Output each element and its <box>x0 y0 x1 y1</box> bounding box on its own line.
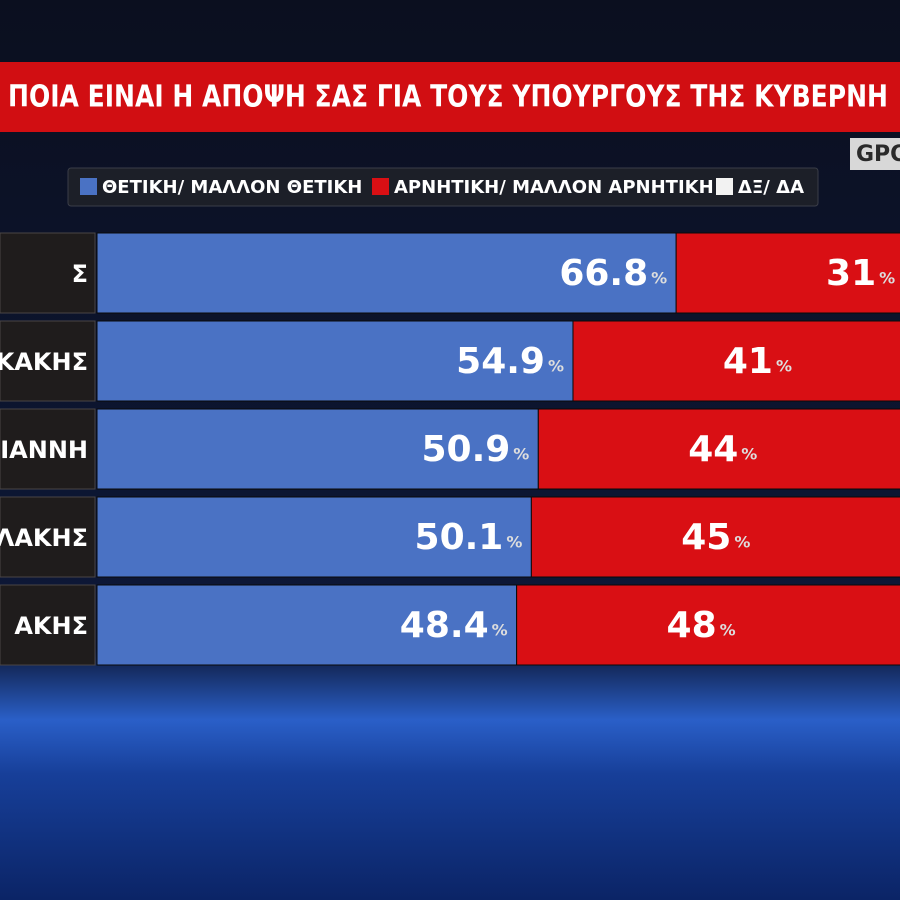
value-label: 50.9 <box>421 429 510 470</box>
legend-swatch <box>80 178 97 195</box>
value-label: 31 <box>826 253 876 294</box>
bar-segment <box>530 496 900 578</box>
legend-swatch <box>716 178 733 195</box>
category-box <box>0 408 96 490</box>
bar-segment <box>96 320 574 402</box>
category-label: Σ <box>72 260 88 288</box>
legend-swatch <box>372 178 389 195</box>
value-label: 50.1 <box>415 517 504 558</box>
legend-label: ΔΞ/ ΔΑ <box>738 177 804 198</box>
value-label: 41 <box>723 341 773 382</box>
value-unit: % <box>513 445 529 464</box>
category-box <box>0 584 96 666</box>
value-unit: % <box>734 533 750 552</box>
legend-box <box>67 167 819 207</box>
bar-segment <box>572 320 900 402</box>
value-unit: % <box>741 445 757 464</box>
value-label: 48.4 <box>400 605 489 646</box>
category-label: ΑΚΗΣ <box>14 612 88 640</box>
chart-title: ΠΟΙΑ ΕΙΝΑΙ Η ΑΠΟΨΗ ΣΑΣ ΓΙΑ ΤΟΥΣ ΥΠΟΥΡΓΟΥ… <box>8 80 888 115</box>
value-unit: % <box>720 621 736 640</box>
source-box <box>850 138 900 170</box>
legend-label: ΘΕΤΙΚΗ/ ΜΑΛΛΟΝ ΘΕΤΙΚΗ <box>102 177 362 198</box>
value-label: 48 <box>667 605 717 646</box>
category-box <box>0 320 96 402</box>
category-box <box>0 232 96 314</box>
bar-segment <box>516 584 900 666</box>
value-label: 66.8 <box>559 253 648 294</box>
category-label: ΚΑΚΗΣ <box>0 348 88 376</box>
value-label: 45 <box>681 517 731 558</box>
bar-segment <box>96 232 677 314</box>
bar-segment <box>537 408 900 490</box>
value-unit: % <box>506 533 522 552</box>
category-label: ΛΑΚΗΣ <box>0 524 88 552</box>
category-box <box>0 496 96 578</box>
value-unit: % <box>879 269 895 288</box>
value-unit: % <box>776 357 792 376</box>
value-label: 54.9 <box>456 341 545 382</box>
category-label: ΟΓΙΑΝΝΗ <box>0 436 88 464</box>
value-unit: % <box>548 357 564 376</box>
source: GPO <box>856 142 900 167</box>
legend: ΘΕΤΙΚΗ/ ΜΑΛΛΟΝ ΘΕΤΙΚΗ ΑΡΝΗΤΙΚΗ/ ΜΑΛΛΟΝ ΑΡ… <box>80 177 804 198</box>
legend-label: ΑΡΝΗΤΙΚΗ/ ΜΑΛΛΟΝ ΑΡΝΗΤΙΚΗ <box>394 177 714 198</box>
bar-segment <box>96 584 518 666</box>
bar-segment <box>96 496 532 578</box>
plot: Σ66.8%31%ΚΑΚΗΣ54.9%41%ΟΓΙΑΝΝΗ50.9%44%ΛΑΚ… <box>0 232 900 666</box>
bar-segment <box>96 408 539 490</box>
bar-segment <box>675 232 900 314</box>
title-bar <box>0 62 900 132</box>
value-unit: % <box>651 269 667 288</box>
value-unit: % <box>492 621 508 640</box>
value-label: 44 <box>688 429 738 470</box>
